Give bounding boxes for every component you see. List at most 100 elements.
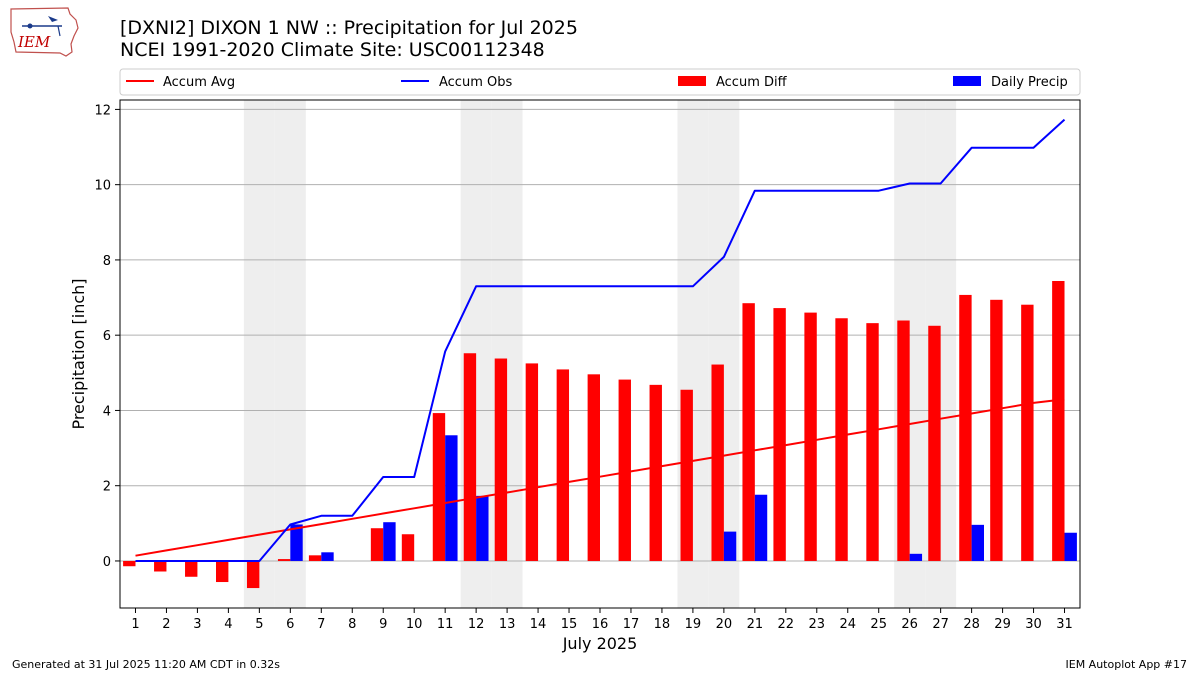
bar-accum-diff-18 xyxy=(649,384,662,561)
x-tick-label-29: 29 xyxy=(994,617,1011,632)
footer-app: IEM Autoplot App #17 xyxy=(1065,658,1188,671)
legend-label-accum-obs: Accum Obs xyxy=(439,75,512,90)
bar-accum-diff-9 xyxy=(370,528,384,561)
legend: Accum Avg Accum Obs Accum Diff Daily Pre… xyxy=(119,68,1081,96)
footer-generated: Generated at 31 Jul 2025 11:20 AM CDT in… xyxy=(12,658,280,671)
x-axis-label: July 2025 xyxy=(562,634,638,653)
bar-accum-diff-11 xyxy=(432,413,446,561)
bar-accum-diff-6 xyxy=(277,559,291,561)
bar-accum-diff-25 xyxy=(866,323,879,561)
x-tick-label-13: 13 xyxy=(499,617,516,632)
bar-accum-diff-7 xyxy=(308,555,322,561)
x-tick-label-15: 15 xyxy=(561,617,578,632)
bar-daily-precip-7 xyxy=(321,552,334,561)
lines xyxy=(135,118,1066,562)
y-tick-label-2: 2 xyxy=(103,480,111,495)
x-tick-label-6: 6 xyxy=(286,617,294,632)
bar-accum-diff-22 xyxy=(773,308,786,561)
x-tick-label-21: 21 xyxy=(747,617,764,632)
legend-box xyxy=(119,68,1081,96)
x-tick-label-30: 30 xyxy=(1025,617,1042,632)
bar-accum-diff-1 xyxy=(123,560,136,567)
bar-accum-diff-29 xyxy=(990,299,1003,561)
y-tick-label-4: 4 xyxy=(103,404,111,419)
x-tick-label-14: 14 xyxy=(530,617,547,632)
chart-title-line1: [DXNI2] DIXON 1 NW :: Precipitation for … xyxy=(120,17,578,39)
bar-daily-precip-20 xyxy=(723,531,737,561)
x-tick-label-4: 4 xyxy=(224,617,232,632)
bar-accum-diff-4 xyxy=(216,560,229,583)
x-tick-label-27: 27 xyxy=(932,617,949,632)
bar-daily-precip-31 xyxy=(1064,532,1077,561)
y-tick-label-0: 0 xyxy=(103,555,111,570)
x-tick-label-18: 18 xyxy=(654,617,671,632)
x-tick-label-10: 10 xyxy=(406,617,423,632)
legend-label-accum-avg: Accum Avg xyxy=(163,75,235,90)
y-tick-label-10: 10 xyxy=(94,179,111,194)
bar-accum-diff-20 xyxy=(711,364,724,561)
x-tick-label-1: 1 xyxy=(131,617,139,632)
bar-accum-diff-23 xyxy=(804,312,817,561)
x-tick-label-31: 31 xyxy=(1056,617,1073,632)
bar-accum-diff-19 xyxy=(680,389,693,561)
bar-accum-diff-5 xyxy=(246,560,260,589)
y-tick-label-12: 12 xyxy=(94,103,111,118)
y-tick-label-6: 6 xyxy=(103,329,111,344)
x-tick-label-22: 22 xyxy=(778,617,795,632)
y-tick-label-8: 8 xyxy=(103,254,111,269)
bar-accum-diff-3 xyxy=(185,560,198,577)
bar-accum-diff-16 xyxy=(587,374,600,561)
x-tick-label-16: 16 xyxy=(592,617,609,632)
chart-title: [DXNI2] DIXON 1 NW :: Precipitation for … xyxy=(120,17,578,61)
x-tick-label-5: 5 xyxy=(255,617,263,632)
legend-swatch-accum-diff xyxy=(678,76,706,86)
iem-iowa-logo-icon: IEM xyxy=(10,7,79,57)
x-tick-label-25: 25 xyxy=(870,617,887,632)
bar-accum-diff-14 xyxy=(525,363,539,561)
x-tick-label-28: 28 xyxy=(963,617,980,632)
x-tick-label-20: 20 xyxy=(716,617,733,632)
x-tick-label-11: 11 xyxy=(437,617,454,632)
x-tick-label-3: 3 xyxy=(193,617,201,632)
x-tick-label-8: 8 xyxy=(348,617,356,632)
bar-accum-diff-28 xyxy=(959,294,972,561)
bar-accum-diff-31 xyxy=(1052,280,1065,561)
bar-accum-diff-30 xyxy=(1021,304,1034,561)
bar-daily-precip-12 xyxy=(476,495,489,561)
x-tick-label-12: 12 xyxy=(468,617,485,632)
bar-accum-diff-15 xyxy=(556,369,570,561)
bar-daily-precip-9 xyxy=(383,522,396,561)
bar-accum-diff-10 xyxy=(401,534,415,561)
chart-title-line2: NCEI 1991-2020 Climate Site: USC00112348 xyxy=(120,39,545,61)
bar-accum-diff-26 xyxy=(897,320,910,561)
bar-accum-diff-13 xyxy=(494,358,508,561)
legend-label-daily-precip: Daily Precip xyxy=(991,75,1068,90)
x-tick-label-17: 17 xyxy=(623,617,640,632)
bar-accum-diff-2 xyxy=(154,560,167,572)
bar-accum-diff-12 xyxy=(463,353,477,561)
x-tick-label-26: 26 xyxy=(901,617,918,632)
x-tick-label-23: 23 xyxy=(809,617,826,632)
iem-logo: IEM xyxy=(8,6,80,58)
bar-accum-diff-17 xyxy=(618,379,631,561)
bar-daily-precip-26 xyxy=(909,553,923,561)
y-axis-label: Precipitation [inch] xyxy=(69,278,88,429)
legend-swatch-daily-precip xyxy=(953,76,981,86)
x-tick-label-24: 24 xyxy=(839,617,856,632)
bar-daily-precip-21 xyxy=(754,494,768,561)
iem-logo-text: IEM xyxy=(17,33,51,51)
bar-accum-diff-24 xyxy=(835,318,848,561)
line-accum-obs xyxy=(135,118,1066,562)
x-tick-label-19: 19 xyxy=(685,617,702,632)
x-tick-label-2: 2 xyxy=(162,617,170,632)
legend-label-accum-diff: Accum Diff xyxy=(716,75,788,90)
bar-daily-precip-28 xyxy=(971,524,984,561)
bar-accum-diff-27 xyxy=(928,325,941,561)
bar-daily-precip-11 xyxy=(445,435,458,561)
x-tick-label-7: 7 xyxy=(317,617,325,632)
line-accum-avg xyxy=(135,398,1065,557)
bar-daily-precip-6 xyxy=(290,524,303,561)
bar-accum-diff-21 xyxy=(742,303,755,561)
